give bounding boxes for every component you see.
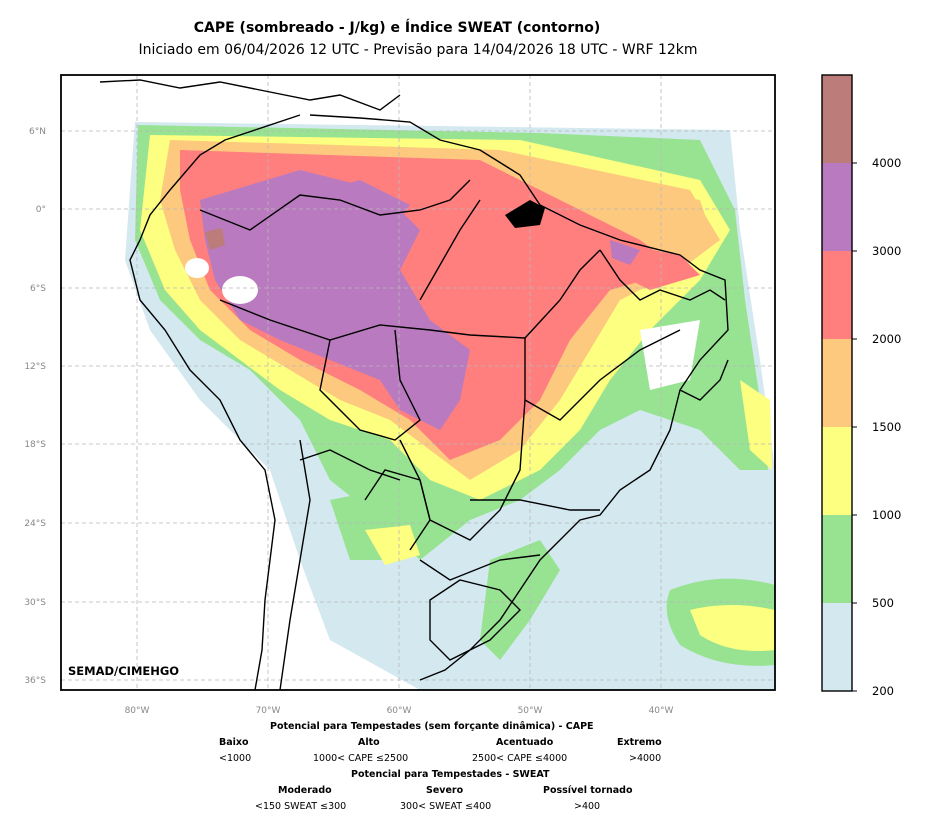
credit-label: SEMAD/CIMEHGO bbox=[68, 664, 180, 678]
lat-tick: 6°S bbox=[30, 284, 46, 294]
map-frame bbox=[60, 74, 776, 691]
country-borders bbox=[99, 79, 729, 690]
lat-tick: 12°S bbox=[24, 362, 46, 372]
cape-legend-title: Potencial para Tempestades (sem forçante… bbox=[270, 721, 594, 732]
colorbar-label: 2000 bbox=[872, 332, 901, 346]
lon-tick: 60°W bbox=[387, 706, 412, 716]
colorbar-swatch bbox=[822, 251, 852, 339]
lat-tick: 6°N bbox=[29, 127, 46, 137]
colorbar-swatch bbox=[822, 163, 852, 251]
lon-tick: 70°W bbox=[256, 706, 281, 716]
cape-level-range: 2500< CAPE ≤4000 bbox=[472, 753, 568, 764]
colorbar-swatch bbox=[822, 603, 852, 691]
cape-level-name: Alto bbox=[358, 737, 380, 748]
colorbar-label: 1500 bbox=[872, 420, 901, 434]
cape-3000-4000-region bbox=[200, 170, 470, 430]
cape-level-name: Extremo bbox=[617, 737, 662, 748]
cape-level-range: >4000 bbox=[629, 753, 662, 764]
sweat-level-range: >400 bbox=[574, 801, 601, 812]
colorbar-label: 200 bbox=[872, 684, 894, 698]
marajo-island bbox=[505, 200, 545, 228]
lat-tick: 24°S bbox=[24, 519, 46, 529]
colorbar-swatch bbox=[822, 75, 852, 163]
colorbar-swatch bbox=[822, 427, 852, 515]
sweat-level-name: Moderado bbox=[278, 785, 332, 796]
chart-title: CAPE (sombreado - J/kg) e Índice SWEAT (… bbox=[193, 20, 601, 36]
lon-tick: 80°W bbox=[125, 706, 150, 716]
colorbar-label: 3000 bbox=[872, 244, 901, 258]
cape-level-name: Baixo bbox=[219, 737, 249, 748]
cape-level-range: <1000 bbox=[219, 753, 252, 764]
cape-level-name: Acentuado bbox=[496, 737, 554, 748]
colorbar-label: 4000 bbox=[872, 156, 901, 170]
lat-tick: 30°S bbox=[24, 598, 46, 608]
sweat-level-name: Possível tornado bbox=[543, 785, 633, 796]
colorbar-label: 1000 bbox=[872, 508, 901, 522]
colorbar-swatch bbox=[822, 339, 852, 427]
cape-level-range: 1000< CAPE ≤2500 bbox=[313, 753, 409, 764]
lat-tick: 18°S bbox=[24, 440, 46, 450]
sweat-level-name: Severo bbox=[426, 785, 464, 796]
sweat-level-range: 300< SWEAT ≤400 bbox=[400, 801, 492, 812]
gridlines bbox=[61, 75, 775, 690]
colorbar: 4000 3000 2000 1500 1000 500 200 bbox=[821, 74, 901, 698]
lat-tick: 36°S bbox=[24, 676, 46, 686]
sweat-level-range: <150 SWEAT ≤300 bbox=[255, 801, 347, 812]
chart-subtitle: Iniciado em 06/04/2026 12 UTC - Previsão… bbox=[138, 42, 698, 58]
lat-tick: 0° bbox=[36, 205, 46, 215]
sweat-legend-title: Potencial para Tempestades - SWEAT bbox=[351, 769, 550, 780]
colorbar-label: 500 bbox=[872, 596, 894, 610]
lon-tick: 40°W bbox=[649, 706, 674, 716]
cape-above-4000-region bbox=[205, 228, 225, 250]
colorbar-swatch bbox=[822, 515, 852, 603]
lon-tick: 50°W bbox=[518, 706, 543, 716]
